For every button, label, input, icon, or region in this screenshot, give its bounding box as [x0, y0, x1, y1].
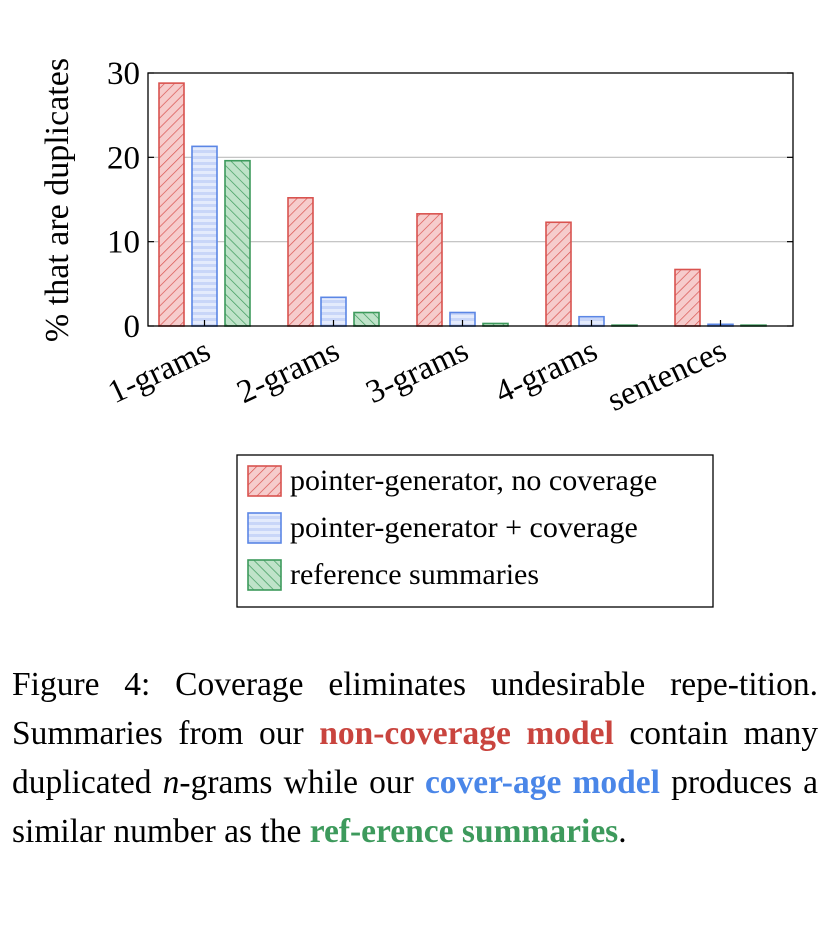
duplicates-bar-chart: 0 10 20 30 1-grams 2-grams 3-grams 4-grams sent…: [39, 56, 794, 608]
y-tick-label: 0: [124, 309, 141, 345]
bars: [158, 82, 767, 327]
legend-label: pointer-generator + coverage: [290, 511, 638, 544]
legend-swatch: [247, 465, 282, 497]
figure-caption: Figure 4: Coverage eliminates undesirabl…: [12, 660, 818, 856]
caption-end: .: [618, 813, 627, 850]
bar: [191, 145, 218, 327]
bar: [353, 311, 380, 327]
y-tick-label: 30: [107, 56, 140, 92]
legend-swatch: [247, 559, 282, 591]
x-tick-label: 2-grams: [232, 333, 345, 411]
plot-frame: [147, 72, 794, 327]
y-tick-label: 10: [107, 225, 140, 261]
bar: [224, 159, 251, 327]
caption-n-italic: n: [162, 764, 180, 801]
y-axis-label: % that are duplicates: [39, 58, 76, 342]
x-tick-label: 4-grams: [490, 333, 603, 411]
x-tick-label: 3-grams: [361, 333, 474, 411]
x-ticks: 1-grams 2-grams 3-grams 4-grams sentences: [103, 320, 732, 419]
legend-frame: [236, 454, 714, 608]
legend: pointer-generator, no coverage pointer-ge…: [236, 454, 714, 608]
caption-lead: Figure 4: Coverage eliminates undesirabl…: [12, 666, 818, 752]
legend-swatch: [247, 512, 282, 544]
caption-mid3: produces a similar number as the: [12, 764, 819, 850]
legend-label: pointer-generator, no coverage: [290, 464, 657, 497]
y-tick-label: 20: [107, 140, 140, 176]
bar: [674, 268, 701, 327]
bar: [416, 213, 443, 327]
x-tick-label: sentences: [602, 333, 732, 419]
caption-mid1: contain many duplicated: [12, 715, 819, 801]
gridlines: [148, 156, 793, 243]
caption-highlight-non-coverage: non-coverage model: [319, 715, 614, 752]
x-tick-label: 1-grams: [103, 333, 216, 411]
bar: [158, 82, 185, 327]
bar: [287, 197, 314, 327]
caption-highlight-reference: ref-erence summaries: [309, 813, 619, 850]
legend-label: reference summaries: [290, 558, 539, 591]
caption-highlight-coverage: cover-age model: [424, 764, 660, 801]
y-ticks: 0 10 20 30: [107, 56, 793, 345]
caption-mid2: -grams while our: [179, 764, 425, 801]
bar: [545, 221, 572, 327]
